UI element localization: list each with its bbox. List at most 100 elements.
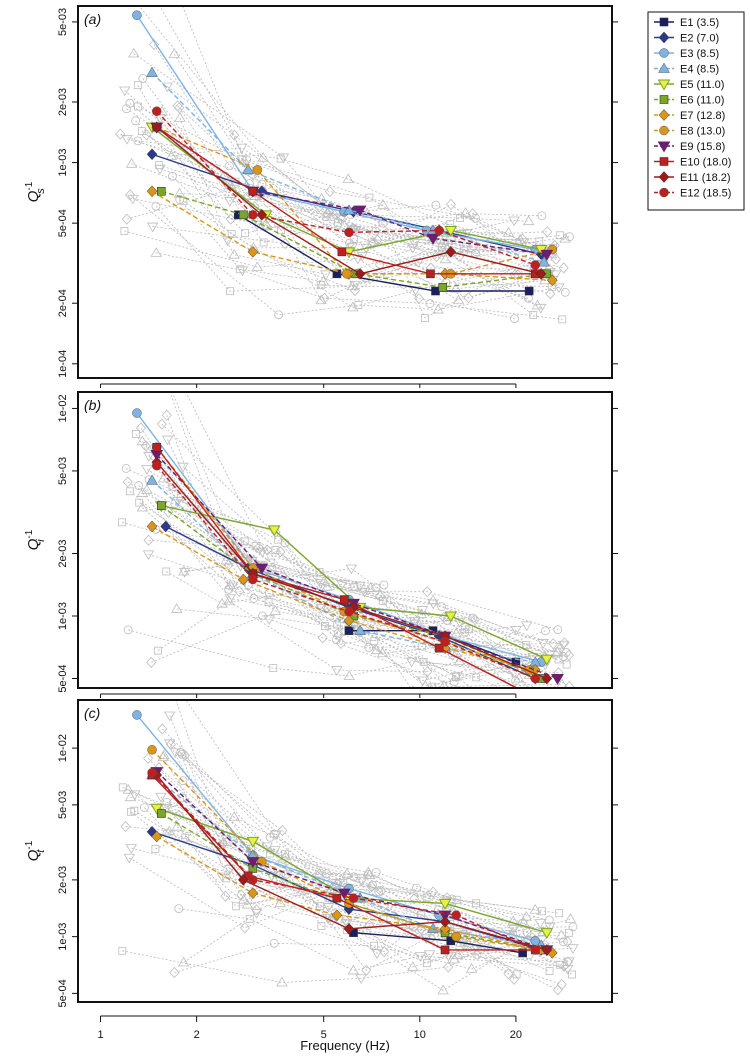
background-marker	[553, 283, 565, 294]
data-point	[267, 525, 281, 537]
background-marker	[447, 236, 456, 244]
data-point	[248, 574, 258, 585]
background-marker	[336, 580, 348, 590]
data-point	[150, 803, 164, 815]
background-marker	[443, 961, 454, 973]
background-marker	[509, 973, 520, 985]
background-traces	[118, 701, 579, 996]
legend-label: E2 (7.0)	[680, 33, 719, 45]
background-trace	[176, 608, 543, 687]
background-marker	[568, 922, 578, 932]
legend-item: E6 (11.0)	[654, 95, 724, 107]
background-marker	[171, 820, 183, 831]
data-point	[353, 205, 367, 217]
legend-marker	[658, 62, 670, 73]
background-marker	[136, 435, 148, 446]
data-point	[440, 945, 450, 955]
series-7	[151, 830, 558, 959]
panel-label: (b)	[84, 397, 101, 413]
x-tick-label: 5	[321, 1029, 327, 1041]
background-marker	[521, 656, 531, 665]
y-tick-label: 5e-04	[57, 979, 69, 1007]
data-point	[237, 874, 249, 886]
background-marker	[269, 664, 278, 673]
background-marker	[264, 598, 273, 607]
background-marker	[562, 936, 573, 948]
background-marker	[371, 583, 381, 593]
data-point	[146, 148, 158, 161]
background-marker	[134, 481, 144, 490]
background-marker	[513, 672, 525, 683]
background-marker	[317, 922, 326, 931]
y-tick-label: 5e-03	[57, 791, 69, 819]
background-trace	[171, 147, 560, 247]
background-trace	[176, 826, 517, 975]
panel-1: 5e-04 1e-03 2e-03 5e-03 1e-02 (b) Q-1i	[24, 391, 618, 718]
y-tick-label: 1e-03	[57, 923, 69, 951]
background-marker	[148, 38, 160, 51]
background-marker	[177, 462, 189, 473]
data-point	[151, 121, 163, 134]
legend-marker	[658, 171, 670, 183]
background-trace	[128, 629, 559, 677]
data-point	[426, 233, 440, 245]
background-marker	[225, 213, 236, 225]
background-trace	[172, 486, 564, 657]
background-marker	[251, 904, 262, 916]
plot-frame	[77, 391, 613, 689]
data-point	[344, 227, 354, 238]
background-marker	[281, 850, 289, 859]
background-marker	[251, 261, 264, 272]
background-marker	[121, 134, 133, 145]
background-marker	[125, 844, 137, 854]
background-trace	[182, 466, 546, 657]
background-marker	[450, 282, 462, 293]
background-marker	[534, 919, 546, 929]
background-marker	[155, 161, 164, 170]
background-marker	[439, 253, 451, 264]
background-marker	[564, 680, 575, 687]
x-tick-label: 10	[414, 1029, 426, 1041]
background-marker	[535, 303, 547, 314]
data-point	[146, 185, 158, 198]
background-marker	[421, 680, 430, 687]
background-marker	[557, 710, 565, 718]
data-point	[540, 654, 554, 666]
y-axis-label: Q-1s	[24, 181, 47, 202]
data-point	[541, 944, 553, 956]
background-marker	[249, 594, 259, 603]
background-trace	[146, 489, 559, 660]
background-marker	[245, 914, 254, 923]
background-marker	[129, 790, 141, 801]
background-marker	[157, 751, 169, 762]
background-marker	[229, 129, 240, 141]
legend-item: E8 (13.0)	[654, 126, 725, 138]
background-marker	[178, 793, 187, 802]
background-marker	[251, 192, 264, 203]
background-marker	[452, 294, 465, 305]
background-marker	[425, 299, 435, 308]
data-point	[540, 928, 554, 940]
background-trace	[132, 198, 509, 244]
background-marker	[555, 909, 564, 918]
background-marker	[154, 646, 162, 655]
background-marker	[174, 904, 184, 914]
background-marker	[412, 258, 424, 268]
series-1	[233, 210, 534, 296]
series-3	[132, 710, 541, 946]
background-trace	[161, 423, 525, 687]
background-marker	[437, 602, 447, 612]
background-trace	[175, 701, 574, 930]
background-trace	[174, 503, 554, 645]
background-traces	[118, 393, 575, 718]
background-marker	[136, 501, 149, 512]
background-marker	[557, 678, 567, 687]
series-1	[344, 626, 521, 667]
background-trace	[145, 445, 534, 658]
background-trace	[122, 922, 524, 983]
background-marker	[562, 956, 574, 968]
background-marker	[123, 853, 136, 864]
background-marker	[517, 233, 528, 245]
background-marker	[169, 966, 180, 979]
